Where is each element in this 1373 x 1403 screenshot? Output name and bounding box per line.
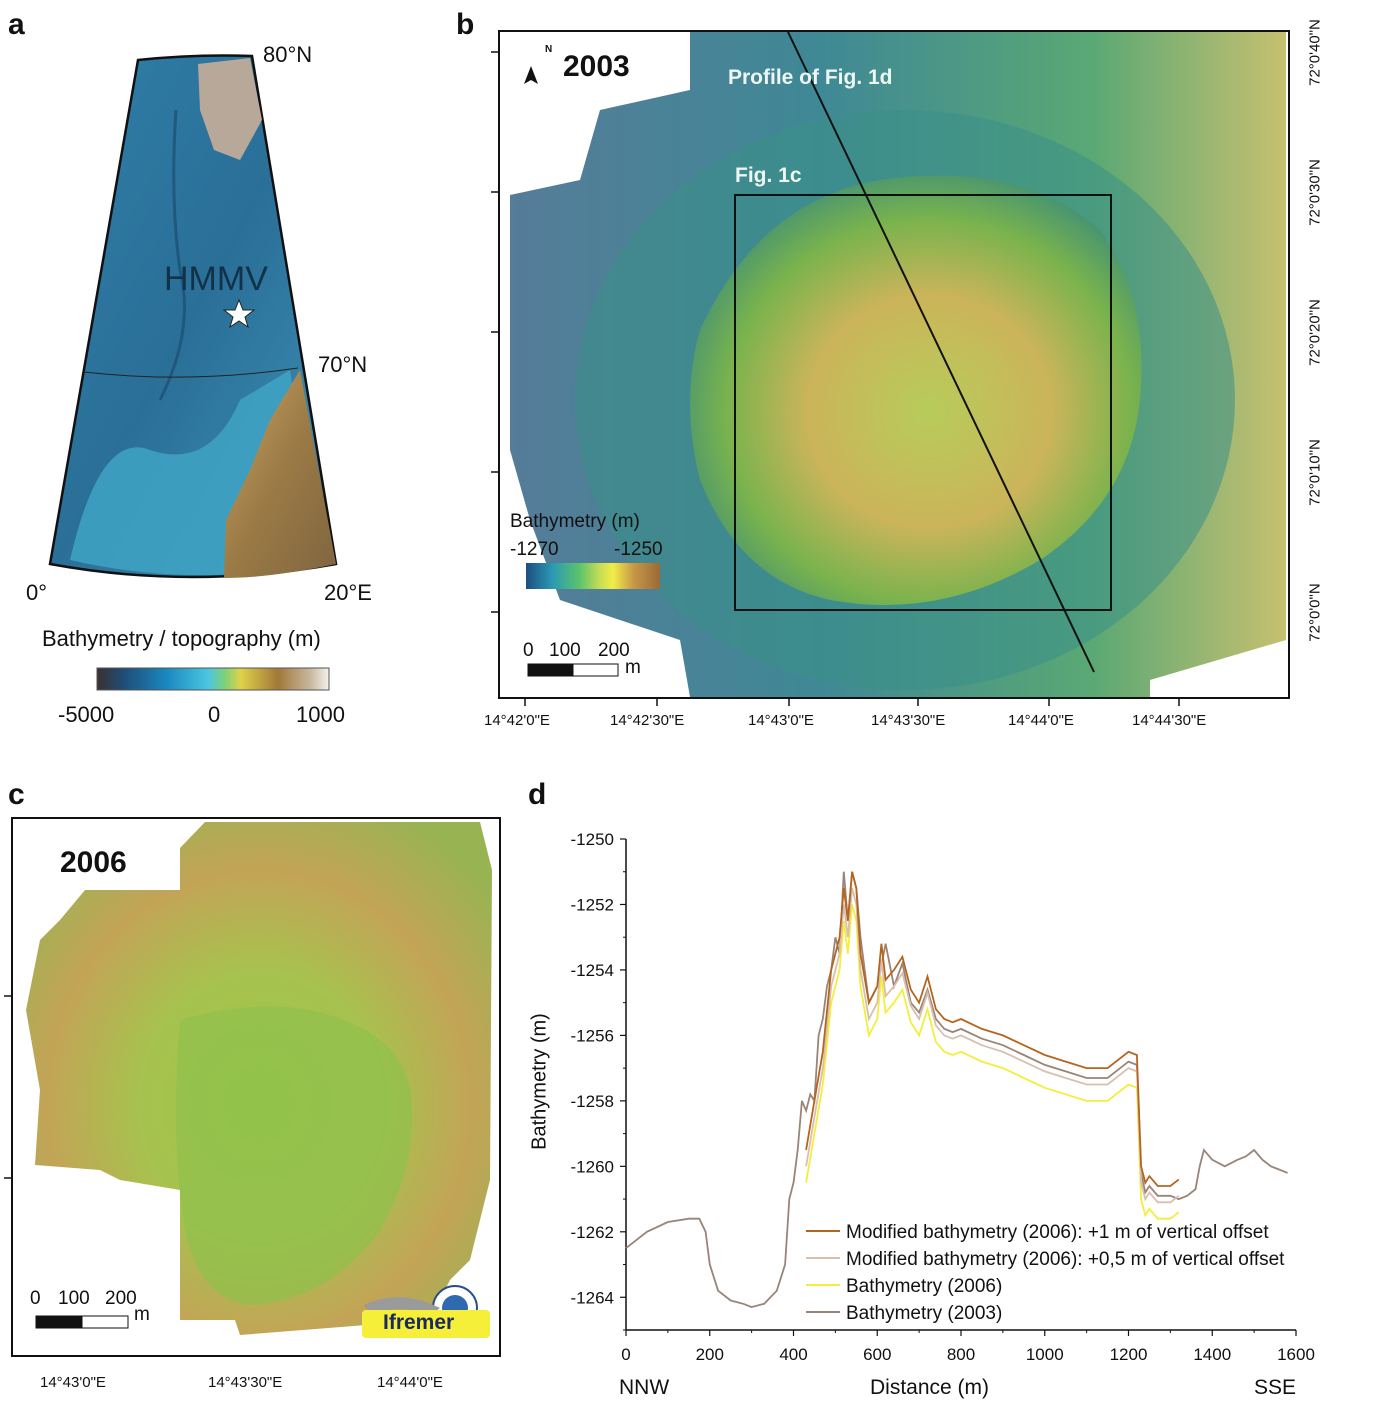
- x-axis-label: Distance (m): [870, 1376, 990, 1399]
- panel-a-cb-tick-min: -5000: [58, 702, 115, 727]
- panel-b-map: [491, 30, 1290, 706]
- panel-c-map: [4, 817, 501, 1357]
- norway-land: [224, 370, 336, 578]
- y-tick-label: -1250: [571, 830, 614, 849]
- panel-b-lon-tick: 14°44'0"E: [1008, 712, 1074, 729]
- lat-80n-label: 80°N: [263, 42, 313, 67]
- fig1c-box: [734, 194, 1112, 611]
- panel-c-scale-100: 100: [58, 1288, 90, 1309]
- y-tick-label: -1260: [571, 1157, 614, 1176]
- panel-a-colorbar-title: Bathymetry / topography (m): [42, 626, 321, 651]
- panel-b-letter: b: [456, 8, 475, 41]
- x-tick-label: 1400: [1193, 1345, 1231, 1364]
- parallel-70n: [83, 367, 299, 378]
- panel-b-cb-tick-max: -1250: [614, 539, 663, 560]
- panel-a-cb-tick-max: 1000: [296, 702, 345, 727]
- fig1c-label: Fig. 1c: [735, 164, 802, 187]
- y-tick-label: -1262: [571, 1223, 614, 1242]
- panel-b-lon-tick: 14°43'30"E: [871, 712, 946, 729]
- panel-c-scale-unit: m: [134, 1304, 150, 1325]
- x-tick-label: 400: [779, 1345, 807, 1364]
- panel-a-colorbar: [96, 667, 330, 691]
- panel-c-year: 2006: [60, 846, 127, 879]
- panel-b-colorbar: [526, 563, 660, 589]
- legend-entry: Modified bathymetry (2006): +1 m of vert…: [846, 1222, 1269, 1243]
- profile-line: [787, 31, 1095, 673]
- profile-label: Profile of Fig. 1d: [728, 66, 893, 89]
- lat-70n-label: 70°N: [318, 352, 368, 377]
- y-axis-label: Bathymetry (m): [528, 1013, 551, 1150]
- y-tick-label: -1252: [571, 895, 614, 914]
- lon-20e-label: 20°E: [324, 580, 372, 605]
- series-line: [805, 887, 1180, 1204]
- x-tick-label: 800: [947, 1345, 975, 1364]
- legend-entry: Modified bathymetry (2006): +0,5 m of ve…: [846, 1249, 1285, 1270]
- panel-b-scale-100: 100: [549, 640, 581, 661]
- panel-b-year: 2003: [563, 50, 630, 83]
- panel-b-scale-white: [572, 663, 619, 677]
- panel-b-lon-tick: 14°44'30"E: [1132, 712, 1207, 729]
- y-tick-label: -1256: [571, 1026, 614, 1045]
- x-tick-label: 1600: [1277, 1345, 1315, 1364]
- panel-c-lon-tick: 14°43'30"E: [208, 1374, 283, 1391]
- panel-b-scale-200: 200: [598, 640, 630, 661]
- panel-c-letter: c: [8, 778, 25, 811]
- x-left-label: NNW: [619, 1376, 670, 1399]
- panel-b-lon-tick: 14°42'0"E: [484, 712, 550, 729]
- legend-entry: Bathymetry (2003): [846, 1303, 1002, 1324]
- panel-a-map: [48, 54, 338, 691]
- svalbard-land: [198, 58, 262, 160]
- panel-b-scale-unit: m: [625, 657, 641, 678]
- ifremer-logo-text: Ifremer: [383, 1311, 455, 1334]
- panel-c-lon-tick: 14°44'0"E: [377, 1374, 443, 1391]
- panel-b-scale-0: 0: [523, 640, 534, 661]
- x-right-label: SSE: [1254, 1376, 1297, 1399]
- panel-c-scale-200: 200: [105, 1288, 137, 1309]
- north-arrow-icon: [524, 66, 538, 84]
- lon-0-label: 0°: [26, 580, 48, 605]
- hmmv-label: HMMV: [164, 260, 268, 298]
- x-tick-label: 600: [863, 1345, 891, 1364]
- x-tick-label: 1200: [1110, 1345, 1148, 1364]
- ifremer-logo-bg: [362, 1310, 490, 1338]
- x-tick-label: 0: [621, 1345, 630, 1364]
- x-tick-label: 200: [696, 1345, 724, 1364]
- panel-b-lon-tick: 14°42'30"E: [610, 712, 685, 729]
- north-label: N: [545, 44, 553, 55]
- x-tick-label: 1000: [1026, 1345, 1064, 1364]
- panel-c-scale-0: 0: [30, 1288, 41, 1309]
- panel-a-letter: a: [8, 8, 25, 41]
- panel-c-lon-tick: 14°43'0"E: [40, 1374, 106, 1391]
- y-tick-label: -1264: [571, 1288, 614, 1307]
- hmmv-mound: [690, 175, 1142, 606]
- panel-c-scale-white: [81, 1315, 129, 1329]
- y-tick-label: -1254: [571, 961, 614, 980]
- hmmv-star-icon: [222, 298, 256, 329]
- series-line: [805, 904, 1180, 1220]
- series-line: [805, 871, 1180, 1187]
- panel-d-letter: d: [528, 778, 547, 811]
- panel-a-cb-tick-zero: 0: [208, 702, 221, 727]
- panel-b-cb-tick-min: -1270: [510, 539, 559, 560]
- panel-b-colorbar-title: Bathymetry (m): [510, 511, 640, 532]
- y-tick-label: -1258: [571, 1092, 614, 1111]
- panel-b-lon-tick: 14°43'0"E: [748, 712, 814, 729]
- legend-entry: Bathymetry (2006): [846, 1276, 1002, 1297]
